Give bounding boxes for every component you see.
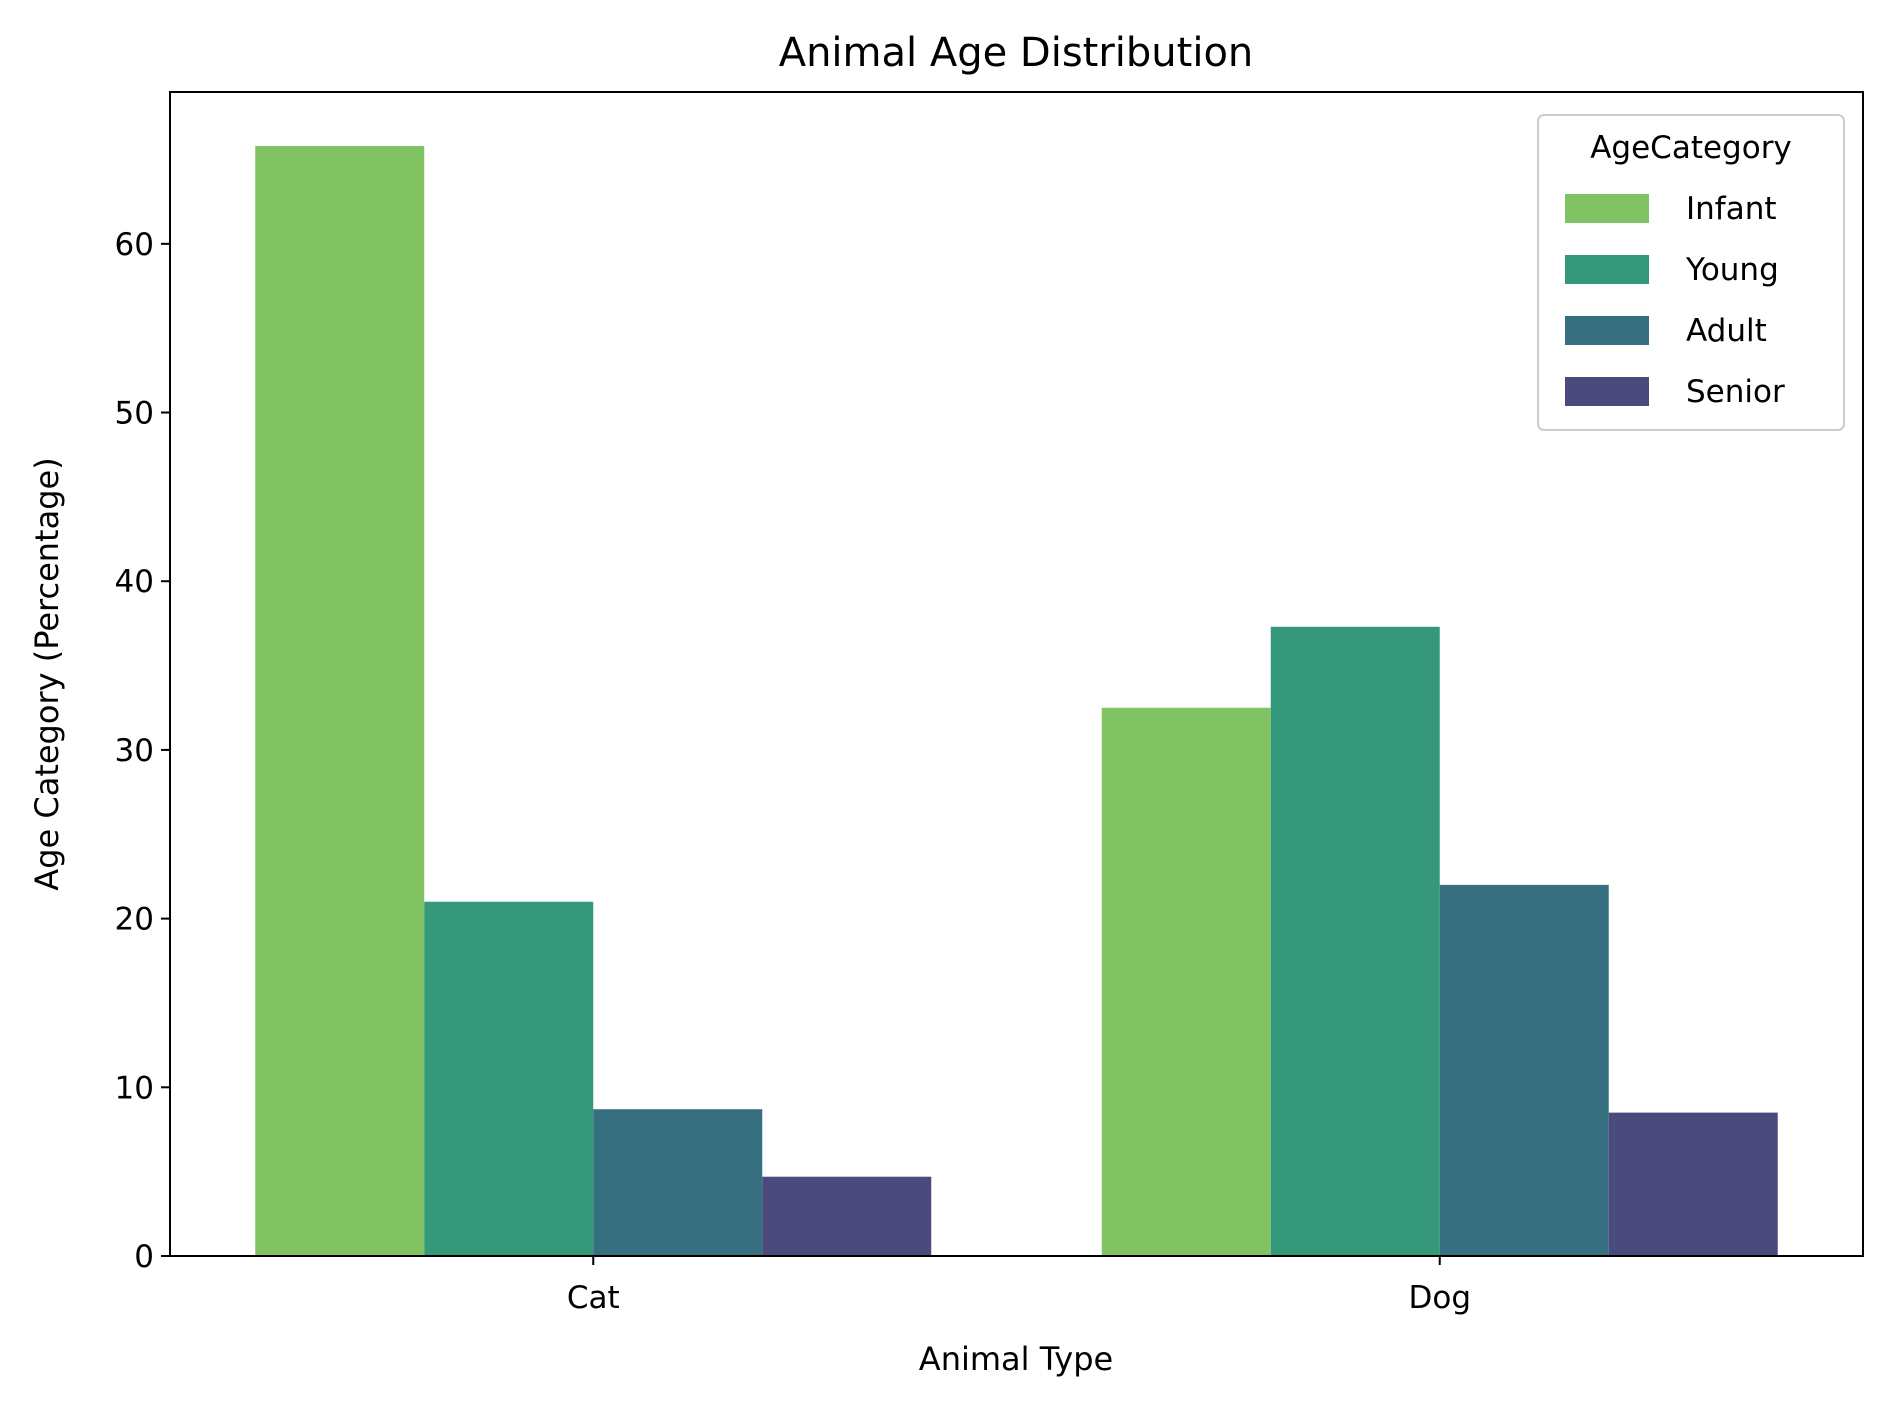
bar-cat-infant [255, 145, 425, 1256]
chart-title: Animal Age Distribution [779, 30, 1254, 76]
legend-items: Infant Young Adult Senior [1565, 191, 1785, 410]
bar-cat-young [424, 901, 594, 1256]
legend-swatch-young [1565, 255, 1649, 284]
legend: AgeCategory Infant Young Adult Senior [1537, 114, 1845, 431]
bar-dog-infant [1101, 707, 1271, 1256]
bars-layer [255, 145, 1778, 1256]
y-tick-label: 50 [115, 396, 154, 432]
y-tick-label: 0 [134, 1239, 154, 1275]
y-tick-label: 20 [115, 902, 154, 938]
y-axis-label: Age Category (Percentage) [28, 457, 66, 890]
y-tick-label: 30 [115, 733, 154, 769]
legend-swatch-infant [1565, 194, 1649, 223]
bar-cat-adult [593, 1109, 763, 1256]
legend-label-adult: Adult [1686, 313, 1767, 349]
y-tick-label: 10 [115, 1070, 154, 1106]
legend-title: AgeCategory [1590, 130, 1792, 166]
y-tick-label: 40 [115, 564, 154, 600]
bar-dog-senior [1608, 1112, 1778, 1256]
x-tick-label: Dog [1408, 1280, 1471, 1316]
bar-dog-young [1270, 626, 1440, 1256]
x-axis: Cat Dog [567, 1256, 1471, 1316]
legend-swatch-adult [1565, 316, 1649, 345]
legend-label-infant: Infant [1686, 191, 1777, 227]
bar-dog-adult [1439, 884, 1609, 1256]
x-axis-label: Animal Type [919, 1340, 1113, 1378]
y-axis: 0 10 20 30 40 50 60 [115, 227, 170, 1275]
x-tick-label: Cat [567, 1280, 620, 1316]
y-tick-label: 60 [115, 227, 154, 263]
bar-cat-senior [762, 1176, 932, 1256]
legend-label-young: Young [1685, 252, 1779, 288]
legend-box [1537, 114, 1845, 431]
legend-label-senior: Senior [1686, 374, 1785, 410]
legend-swatch-senior [1565, 377, 1649, 406]
plot-frame [169, 91, 1864, 1257]
